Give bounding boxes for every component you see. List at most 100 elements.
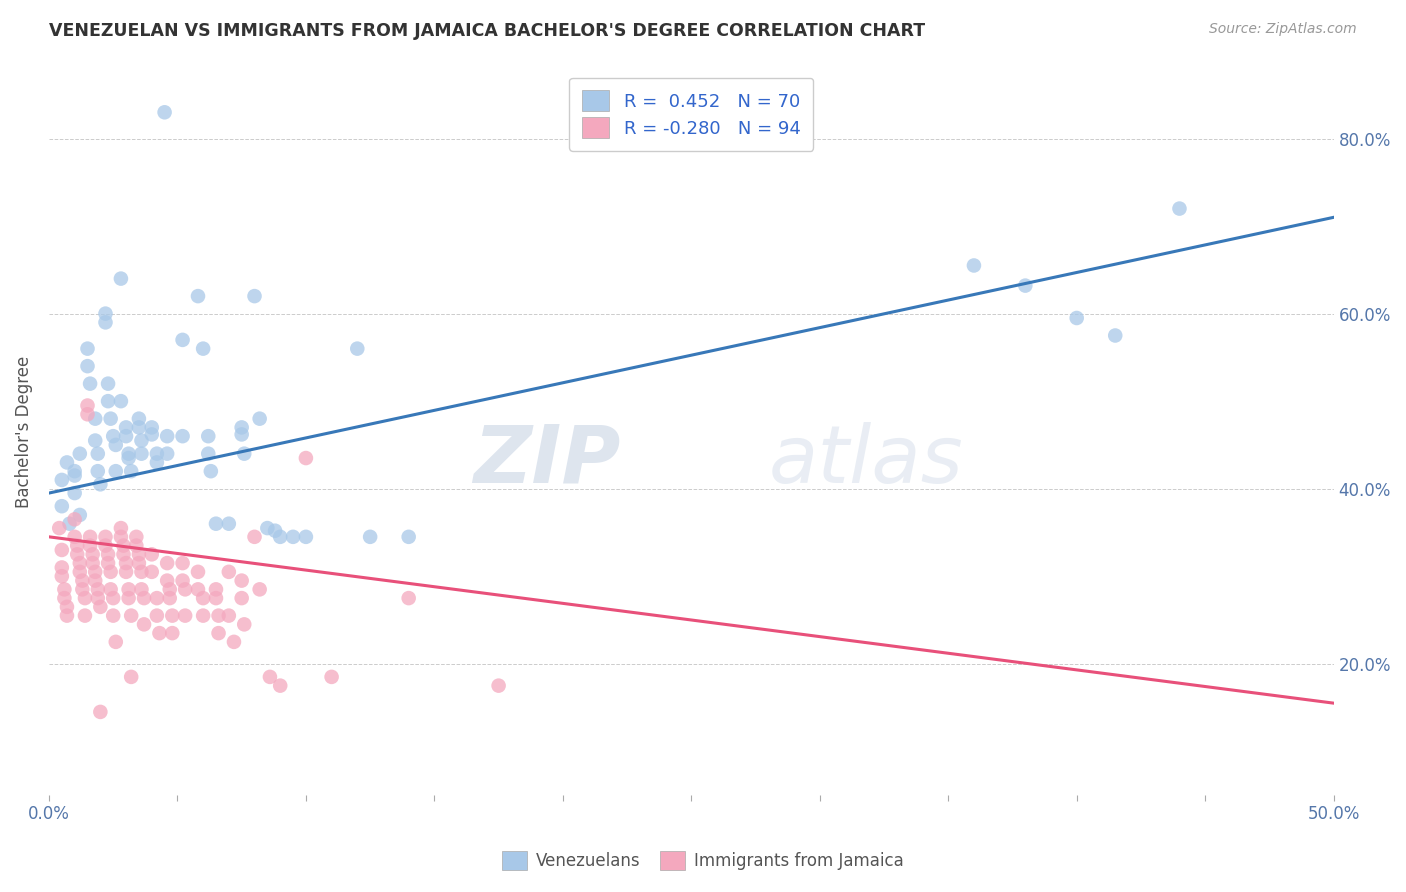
Point bbox=[191, 608, 214, 623]
Point bbox=[72, 582, 94, 597]
Point bbox=[231, 591, 253, 606]
Point bbox=[131, 447, 153, 461]
Text: ZIP: ZIP bbox=[474, 422, 620, 500]
Point bbox=[156, 429, 179, 443]
Point bbox=[112, 539, 135, 553]
Point bbox=[103, 429, 125, 443]
Point bbox=[51, 560, 73, 574]
Point bbox=[281, 530, 304, 544]
Point bbox=[76, 407, 98, 421]
Point bbox=[398, 530, 420, 544]
Point bbox=[63, 530, 86, 544]
Point bbox=[79, 539, 101, 553]
Point bbox=[191, 342, 214, 356]
Point bbox=[218, 608, 240, 623]
Point bbox=[73, 591, 96, 606]
Point bbox=[132, 617, 155, 632]
Point bbox=[115, 420, 138, 434]
Point bbox=[63, 468, 86, 483]
Point bbox=[100, 565, 122, 579]
Point bbox=[63, 464, 86, 478]
Point bbox=[128, 556, 150, 570]
Text: VENEZUELAN VS IMMIGRANTS FROM JAMAICA BACHELOR'S DEGREE CORRELATION CHART: VENEZUELAN VS IMMIGRANTS FROM JAMAICA BA… bbox=[49, 22, 925, 40]
Point bbox=[87, 591, 110, 606]
Point bbox=[1066, 310, 1088, 325]
Point bbox=[125, 530, 148, 544]
Point bbox=[110, 394, 132, 409]
Point bbox=[141, 547, 163, 561]
Point bbox=[156, 447, 179, 461]
Point bbox=[73, 608, 96, 623]
Point bbox=[97, 556, 120, 570]
Point bbox=[187, 289, 209, 303]
Point bbox=[51, 543, 73, 558]
Point bbox=[117, 447, 139, 461]
Point bbox=[76, 359, 98, 373]
Point bbox=[222, 635, 245, 649]
Point bbox=[94, 307, 117, 321]
Point bbox=[191, 591, 214, 606]
Point bbox=[172, 333, 194, 347]
Point bbox=[84, 565, 107, 579]
Point bbox=[172, 556, 194, 570]
Point bbox=[69, 565, 91, 579]
Point bbox=[172, 574, 194, 588]
Point bbox=[174, 608, 197, 623]
Point bbox=[141, 565, 163, 579]
Point bbox=[264, 524, 287, 538]
Point bbox=[117, 451, 139, 466]
Point bbox=[82, 547, 104, 561]
Point bbox=[56, 608, 79, 623]
Point bbox=[84, 434, 107, 448]
Point bbox=[110, 521, 132, 535]
Point bbox=[128, 420, 150, 434]
Point bbox=[156, 556, 179, 570]
Point bbox=[128, 411, 150, 425]
Point bbox=[120, 608, 142, 623]
Point bbox=[115, 565, 138, 579]
Point bbox=[197, 429, 219, 443]
Y-axis label: Bachelor's Degree: Bachelor's Degree bbox=[15, 356, 32, 508]
Text: Source: ZipAtlas.com: Source: ZipAtlas.com bbox=[1209, 22, 1357, 37]
Point bbox=[321, 670, 343, 684]
Point bbox=[141, 427, 163, 442]
Point bbox=[162, 608, 184, 623]
Point bbox=[89, 477, 111, 491]
Point bbox=[56, 455, 79, 469]
Point bbox=[125, 539, 148, 553]
Point bbox=[72, 574, 94, 588]
Point bbox=[110, 530, 132, 544]
Point bbox=[269, 679, 291, 693]
Point bbox=[51, 473, 73, 487]
Point bbox=[97, 394, 120, 409]
Point bbox=[488, 679, 510, 693]
Point bbox=[132, 591, 155, 606]
Point bbox=[233, 447, 256, 461]
Point bbox=[112, 547, 135, 561]
Point bbox=[131, 434, 153, 448]
Point bbox=[69, 556, 91, 570]
Point bbox=[128, 547, 150, 561]
Point bbox=[63, 512, 86, 526]
Point bbox=[256, 521, 278, 535]
Point bbox=[104, 464, 127, 478]
Point bbox=[69, 447, 91, 461]
Point bbox=[231, 420, 253, 434]
Point bbox=[63, 486, 86, 500]
Point bbox=[174, 582, 197, 597]
Point bbox=[66, 547, 89, 561]
Point bbox=[359, 530, 381, 544]
Point bbox=[97, 547, 120, 561]
Point bbox=[207, 626, 229, 640]
Legend: R =  0.452   N = 70, R = -0.280   N = 94: R = 0.452 N = 70, R = -0.280 N = 94 bbox=[569, 78, 813, 151]
Point bbox=[84, 574, 107, 588]
Point bbox=[58, 516, 80, 531]
Point bbox=[117, 591, 139, 606]
Point bbox=[200, 464, 222, 478]
Point bbox=[131, 582, 153, 597]
Point bbox=[89, 599, 111, 614]
Point bbox=[56, 599, 79, 614]
Legend: Venezuelans, Immigrants from Jamaica: Venezuelans, Immigrants from Jamaica bbox=[496, 844, 910, 877]
Point bbox=[233, 617, 256, 632]
Point bbox=[295, 530, 318, 544]
